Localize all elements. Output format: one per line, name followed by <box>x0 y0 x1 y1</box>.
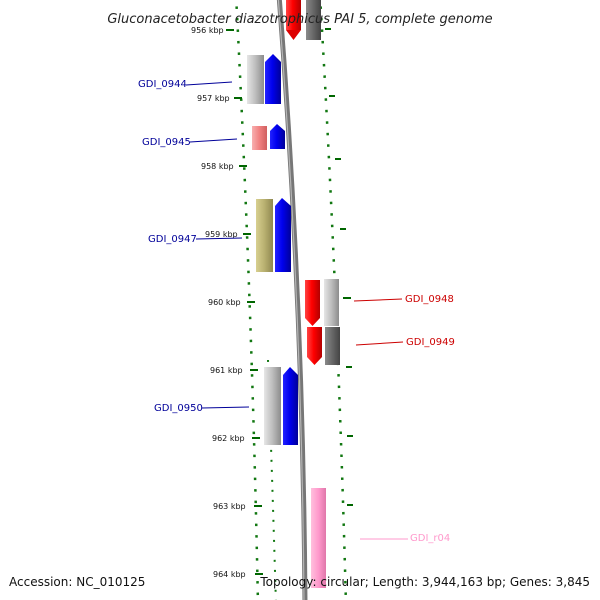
gene-label-gdi-r04[interactable]: GDI_r04 <box>410 533 450 544</box>
gene-gdi-0950-arrow <box>283 367 298 445</box>
tick-label-961: 961 kbp <box>210 366 243 375</box>
tick-label-964: 964 kbp <box>213 570 246 579</box>
outer-ring-ticks <box>325 28 353 506</box>
gene-gdi-0945-arrow <box>270 124 285 149</box>
gene-gdi-0947[interactable] <box>256 198 291 272</box>
gene-gdi-0947-cog <box>256 199 273 272</box>
gene-label-gdi-0950[interactable]: GDI_0950 <box>154 403 203 414</box>
gene-gdi-0945-cog <box>252 126 267 150</box>
gene-gdi-0949-cog <box>325 327 340 365</box>
tick-959: 959 kbp <box>205 230 251 239</box>
tick-958: 958 kbp <box>201 162 247 171</box>
gene-label-gdi-0945[interactable]: GDI_0945 <box>142 137 191 148</box>
top-partial-genes <box>286 0 321 40</box>
gene-gdi-0949-arrow <box>307 327 322 365</box>
tick-label-958: 958 kbp <box>201 162 234 171</box>
gene-label-gdi-0944[interactable]: GDI_0944 <box>138 79 187 90</box>
gene-gdi-0948[interactable] <box>305 279 339 326</box>
tick-label-962: 962 kbp <box>212 434 245 443</box>
gene-gdi-0950[interactable] <box>264 367 298 445</box>
genome-backbone-highlight <box>277 0 305 600</box>
map-title: Gluconacetobacter diazotrophicus PAI 5, … <box>107 12 492 27</box>
tick-label-960: 960 kbp <box>208 298 241 307</box>
gene-gdi-0945[interactable] <box>252 124 285 150</box>
gene-gdi-0947-arrow <box>275 198 291 272</box>
gene-label-gdi-0947[interactable]: GDI_0947 <box>148 234 197 245</box>
label-leaders <box>185 81 408 540</box>
gene-gdi-0950-cog <box>264 367 281 445</box>
gene-gdi-0948-arrow <box>305 280 320 326</box>
tick-963: 963 kbp <box>213 502 262 511</box>
tick-label-957: 957 kbp <box>197 94 230 103</box>
tick-962: 962 kbp <box>212 434 260 443</box>
genome-backbone <box>276 0 308 600</box>
tick-label-963: 963 kbp <box>213 502 246 511</box>
accession-text: Accession: NC_010125 <box>9 575 145 589</box>
gene-gdi-0949[interactable] <box>307 327 340 365</box>
gene-label-gdi-0949[interactable]: GDI_0949 <box>406 337 455 348</box>
gene-gdi-0944[interactable] <box>247 54 281 104</box>
top-partial-tick-label: 956 kbp <box>191 26 224 35</box>
gene-gdi-0944-arrow <box>265 54 281 104</box>
tick-957: 957 kbp <box>197 94 242 103</box>
tick-964: 964 kbp <box>213 570 263 579</box>
gene-label-gdi-0948[interactable]: GDI_0948 <box>405 294 454 305</box>
gene-gdi-0944-cog <box>247 55 264 104</box>
gene-gdi-r04[interactable] <box>311 488 326 588</box>
tick-960: 960 kbp <box>208 298 255 307</box>
tick-961: 961 kbp <box>210 366 258 375</box>
gene-gdi-0948-cog <box>324 279 339 326</box>
gene-gdi-r04-bar <box>311 488 326 588</box>
topology-text: Topology: circular; Length: 3,944,163 bp… <box>259 575 590 589</box>
tick-label-959: 959 kbp <box>205 230 238 239</box>
